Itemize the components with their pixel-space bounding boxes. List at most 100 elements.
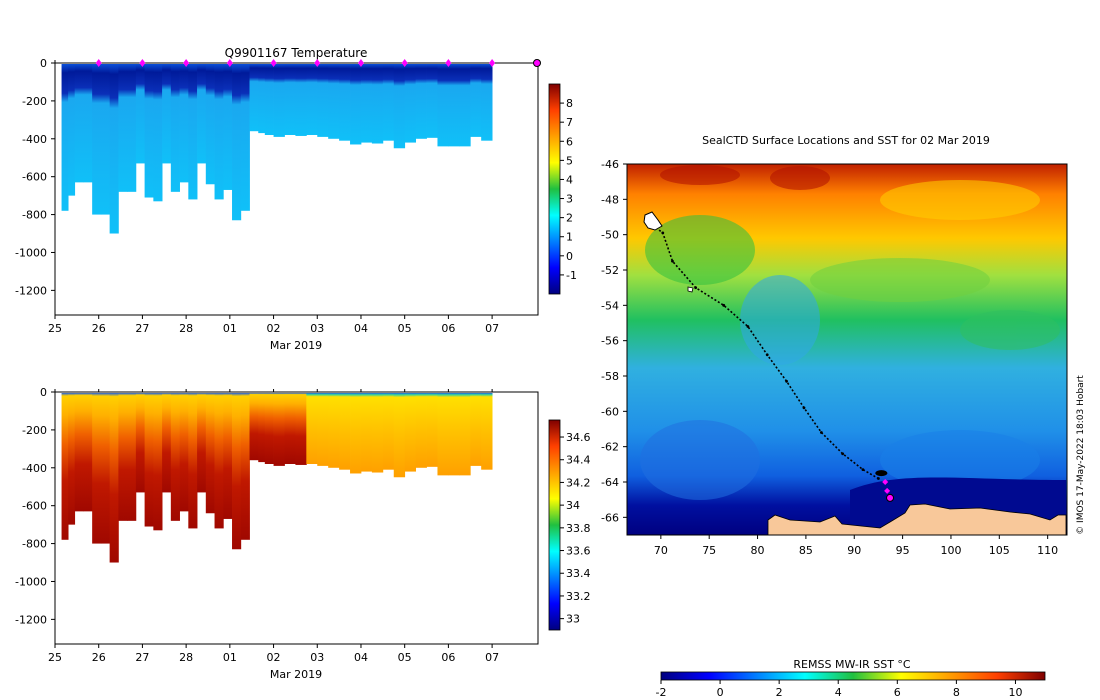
- colorbar-tick-label: 33.2: [566, 590, 591, 603]
- profile-column: [295, 64, 307, 136]
- x-tick-label: 85: [799, 544, 813, 557]
- colorbar-tick-label: 1: [566, 231, 573, 244]
- profile-column: [339, 393, 351, 470]
- profile-column: [170, 64, 180, 192]
- sst-colorbar-ticks: -2 0 2 4 6 8 10: [656, 680, 1022, 699]
- temperature-x-label: Mar 2019: [270, 339, 322, 352]
- profile-column: [317, 393, 329, 466]
- profile-marker: [445, 59, 452, 67]
- profile-column: [306, 393, 318, 464]
- x-tick-label: 04: [354, 651, 368, 664]
- profile-column: [214, 393, 224, 529]
- profile-marker: [270, 59, 277, 67]
- temperature-title: Q9901167 Temperature: [225, 46, 368, 60]
- map-title: SealCTD Surface Locations and SST for 02…: [702, 134, 990, 147]
- profile-column: [264, 393, 274, 464]
- profile-column: [240, 64, 250, 211]
- profile-column: [448, 64, 460, 147]
- x-tick-label: 105: [989, 544, 1010, 557]
- y-tick-label: -1200: [15, 284, 47, 297]
- colorbar-tick-label: 2: [566, 212, 573, 225]
- profile-column: [205, 64, 215, 185]
- profile-column: [404, 393, 417, 472]
- sst-green-patch: [960, 310, 1060, 350]
- profile-column: [179, 393, 189, 512]
- track-point: [746, 325, 750, 328]
- y-tick-label: -400: [22, 133, 47, 146]
- profile-column: [68, 64, 76, 196]
- profile-column: [74, 393, 84, 512]
- temperature-colorbar-ticks: 8 7 6 5 4 3 2 1 0 -1: [560, 97, 577, 282]
- profile-column: [350, 64, 362, 145]
- x-tick-label: 05: [398, 651, 412, 664]
- profile-column: [437, 64, 449, 147]
- x-tick-label: 03: [310, 651, 324, 664]
- y-tick-label: -48: [601, 193, 619, 206]
- x-tick-label: 01: [223, 322, 237, 335]
- x-tick-label: 04: [354, 322, 368, 335]
- island-shape: [643, 211, 663, 231]
- x-tick-label: 28: [179, 322, 193, 335]
- colorbar-tick-label: 10: [1008, 686, 1022, 699]
- colorbar-tick-label: 34.2: [566, 476, 591, 489]
- track-point: [765, 353, 769, 357]
- salinity-data: [61, 393, 493, 563]
- profile-column: [273, 64, 285, 137]
- profile-column: [100, 64, 111, 215]
- map-panel: SealCTD Surface Locations and SST for 02…: [601, 134, 1086, 699]
- y-tick-label: 0: [40, 386, 47, 399]
- temperature-colorbar: [548, 83, 561, 295]
- y-tick-label: -1000: [15, 246, 47, 259]
- track-point: [694, 286, 698, 290]
- track-point: [802, 406, 806, 410]
- profile-column: [118, 64, 128, 192]
- latest-position-marker: [886, 493, 895, 502]
- profile-column: [339, 64, 351, 141]
- track-point: [722, 303, 726, 307]
- temperature-profile-markers: [95, 59, 541, 67]
- latest-profile-marker: [533, 59, 541, 67]
- salinity-y-ticks: 0 -200 -400 -600 -800 -1000 -1200: [15, 386, 55, 626]
- y-tick-label: -66: [601, 511, 619, 524]
- temperature-panel: Q9901167 Temperature 25 26 27 28 01 02 03 04 05 0…: [15, 46, 577, 352]
- profile-column: [162, 64, 172, 164]
- profile-column: [404, 64, 417, 143]
- profile-column: [448, 393, 460, 476]
- x-tick-label: 26: [92, 651, 106, 664]
- y-tick-label: -200: [22, 424, 47, 437]
- colorbar-tick-label: 4: [835, 686, 842, 699]
- map-x-ticks: 70 75 80 85 90 95 100 105 110: [654, 535, 1058, 557]
- profile-column: [83, 64, 93, 183]
- profile-column: [153, 393, 163, 531]
- colorbar-tick-label: 7: [566, 116, 573, 129]
- profile-column: [249, 64, 259, 132]
- y-tick-label: -60: [601, 405, 619, 418]
- temperature-axes-frame: [54, 62, 539, 316]
- colorbar-tick-label: 6: [894, 686, 901, 699]
- profile-marker: [401, 59, 408, 67]
- y-tick-label: -800: [22, 538, 47, 551]
- colorbar-tick-label: 33.6: [566, 545, 591, 558]
- y-tick-label: -56: [601, 335, 619, 348]
- profile-column: [393, 393, 406, 478]
- x-tick-label: 06: [441, 322, 455, 335]
- y-tick-label: -64: [601, 476, 619, 489]
- profile-column: [92, 393, 102, 544]
- profile-column: [188, 393, 198, 529]
- profile-column: [144, 64, 154, 198]
- salinity-axes-frame: [54, 391, 539, 645]
- y-tick-label: -58: [601, 370, 619, 383]
- profile-column: [360, 393, 373, 472]
- imos-credit: © IMOS 17-May-2022 18:03 Hobart: [1076, 375, 1086, 535]
- x-tick-label: 07: [485, 651, 499, 664]
- profile-column: [295, 393, 307, 465]
- profile-column: [127, 64, 137, 192]
- profile-column: [382, 393, 395, 470]
- profile-column: [350, 393, 362, 474]
- x-tick-label: 06: [441, 651, 455, 664]
- track-point: [785, 379, 788, 383]
- profile-marker: [357, 59, 364, 67]
- profile-column: [393, 64, 406, 149]
- colorbar-tick-label: 2: [776, 686, 783, 699]
- profile-column: [144, 393, 154, 527]
